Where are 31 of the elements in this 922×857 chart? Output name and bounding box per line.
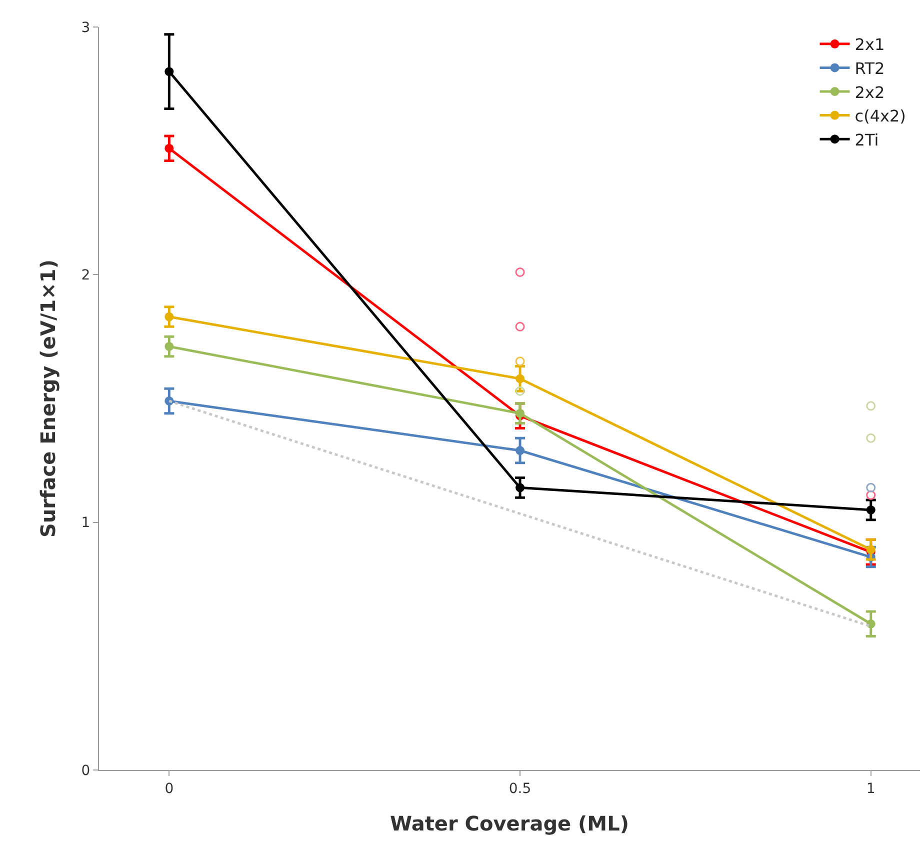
y-axis-title: Surface Energy (eV/1×1) xyxy=(36,260,60,538)
point xyxy=(866,505,876,514)
point xyxy=(516,408,525,418)
point xyxy=(164,312,174,322)
legend-label: c(4x2) xyxy=(854,106,906,126)
point xyxy=(516,374,525,384)
x-axis-title: Water Coverage (ML) xyxy=(390,811,629,836)
y-tick-label: 3 xyxy=(81,20,90,36)
point xyxy=(516,446,525,456)
legend-label: RT2 xyxy=(854,58,885,78)
point xyxy=(164,144,174,153)
legend-label: 2x2 xyxy=(854,82,885,102)
point xyxy=(164,67,174,76)
point xyxy=(515,322,525,332)
legend-label: 2Ti xyxy=(854,130,879,150)
point xyxy=(164,342,174,351)
point xyxy=(866,490,876,500)
point xyxy=(866,482,876,492)
legend-label: 2x1 xyxy=(854,35,885,54)
point xyxy=(515,386,525,396)
point xyxy=(516,483,525,492)
y-tick-label: 0 xyxy=(81,762,90,779)
y-tick-label: 2 xyxy=(81,268,90,284)
x-tick-label: 0.5 xyxy=(508,780,532,797)
point xyxy=(515,356,525,366)
y-tick-label: 1 xyxy=(81,515,90,532)
point xyxy=(515,267,525,277)
point xyxy=(866,401,876,411)
point xyxy=(866,433,876,443)
x-tick-label: 0 xyxy=(164,780,174,797)
x-tick-label: 1 xyxy=(866,780,876,797)
